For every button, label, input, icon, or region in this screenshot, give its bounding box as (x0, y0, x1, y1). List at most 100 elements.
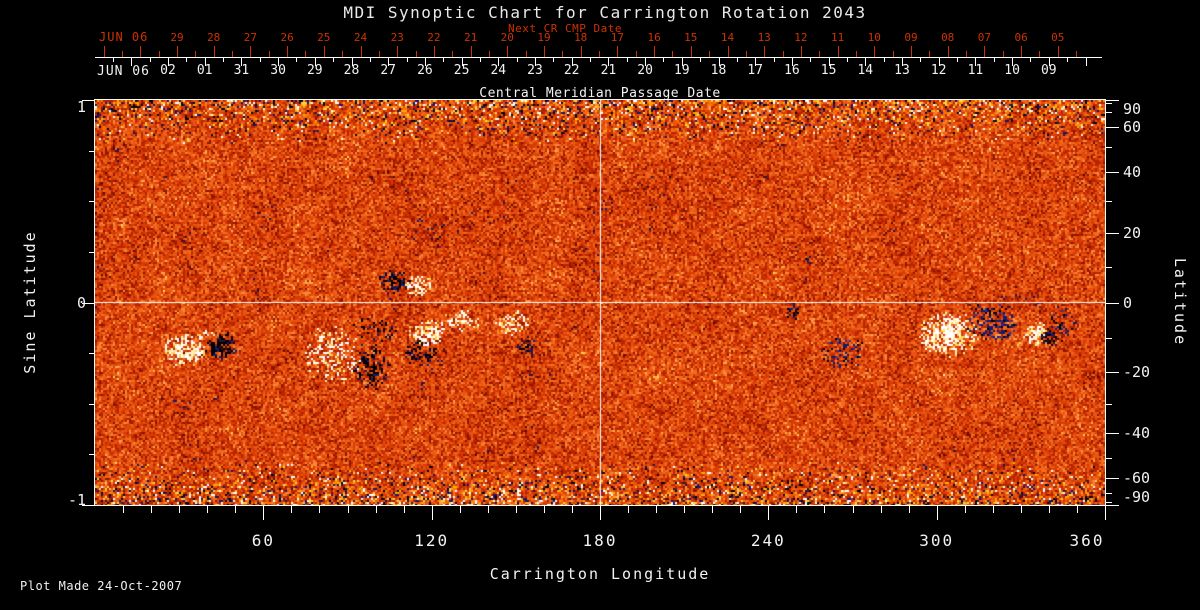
next-cr-minor-tick (452, 51, 454, 57)
next-cr-day-label: 10 (867, 31, 881, 44)
next-cr-minor-tick (1002, 51, 1004, 57)
next-cr-major-tick (837, 46, 839, 57)
cmp-minor-tick (883, 58, 885, 62)
cmp-minor-tick (1067, 58, 1069, 62)
cmp-minor-tick (259, 58, 261, 62)
next-cr-day-label: 23 (390, 31, 404, 44)
synoptic-magnetogram-image (95, 100, 1105, 505)
next-cr-day-label: 28 (207, 31, 221, 44)
latitude-minor-tick (1106, 112, 1112, 114)
next-cr-minor-tick (158, 51, 160, 57)
cmp-month-label: JUN 06 (97, 64, 150, 79)
sine-latitude-major-tick (82, 505, 95, 506)
latitude-minor-tick (1106, 147, 1112, 149)
latitude-minor-tick (1106, 403, 1112, 405)
next-cr-minor-tick (121, 51, 123, 57)
cmp-day-label: 15 (820, 63, 837, 78)
cmp-day-label: 10 (1004, 63, 1020, 78)
sine-latitude-minor-tick (89, 403, 95, 405)
chart-title: MDI Synoptic Chart for Carrington Rotati… (343, 3, 867, 22)
cmp-day-label: 31 (233, 63, 250, 78)
longitude-minor-tick (403, 506, 405, 513)
longitude-minor-tick (824, 506, 826, 513)
longitude-minor-tick (712, 506, 714, 513)
cmp-minor-tick (993, 58, 995, 62)
cmp-day-label: 25 (453, 63, 470, 78)
next-cr-major-tick (177, 46, 178, 57)
next-cr-minor-tick (268, 51, 270, 57)
cmp-major-tick (278, 58, 280, 66)
longitude-major-tick (768, 506, 770, 520)
longitude-minor-tick (880, 506, 882, 513)
cmp-day-label: 20 (637, 63, 653, 78)
next-cr-major-tick (470, 46, 472, 57)
next-cr-major-tick (287, 46, 289, 57)
longitude-minor-tick (123, 506, 125, 513)
cmp-minor-tick (333, 58, 335, 62)
next-cr-major-tick (984, 46, 986, 57)
cmp-minor-tick (223, 58, 225, 62)
cmp-day-label: 16 (784, 63, 800, 78)
next-cr-minor-tick (1039, 51, 1041, 57)
cmp-major-tick (938, 58, 940, 66)
longitude-minor-tick (151, 506, 153, 513)
next-cr-minor-tick (892, 51, 894, 57)
cmp-major-tick (791, 58, 793, 66)
next-cr-major-tick (544, 46, 545, 57)
latitude-tick-label: 20 (1123, 224, 1142, 243)
cmp-minor-tick (626, 58, 628, 62)
longitude-minor-tick (487, 506, 489, 513)
next-cr-major-tick (947, 46, 949, 57)
cmp-major-tick (461, 58, 463, 66)
longitude-minor-tick (375, 506, 377, 513)
cmp-day-label: 14 (857, 63, 874, 78)
longitude-minor-tick (656, 506, 658, 513)
next-cr-major-tick (800, 46, 802, 57)
cmp-day-label: 21 (600, 63, 617, 78)
next-cr-day-label: 15 (684, 31, 698, 44)
latitude-major-tick (1106, 233, 1119, 235)
next-cr-day-label: 14 (720, 31, 735, 44)
cmp-major-tick (131, 58, 133, 66)
longitude-tick-label: 180 (582, 531, 618, 550)
next-cr-minor-tick (1076, 51, 1078, 57)
longitude-major-tick (263, 506, 265, 520)
next-cr-day-label: 07 (977, 31, 992, 44)
longitude-minor-tick (1076, 506, 1078, 513)
cmp-day-label: 28 (343, 63, 360, 78)
cmp-major-tick (645, 58, 647, 66)
next-cr-minor-tick (819, 51, 821, 57)
cmp-minor-tick (443, 58, 445, 62)
cmp-minor-tick (957, 58, 959, 62)
next-cr-day-label: 16 (647, 31, 661, 44)
latitude-major-tick (1106, 371, 1119, 373)
cmp-major-tick (1048, 58, 1050, 66)
cmp-major-tick (681, 58, 683, 66)
next-cr-major-tick (727, 46, 729, 57)
next-cr-minor-tick (232, 51, 234, 57)
cmp-major-tick (975, 58, 977, 66)
longitude-minor-tick (207, 506, 209, 513)
cmp-minor-tick (112, 58, 114, 62)
latitude-minor-tick (1106, 492, 1112, 494)
cmp-day-label: 02 (160, 63, 176, 78)
next-cr-day-label: 13 (757, 31, 771, 44)
cmp-day-label: 19 (673, 63, 690, 78)
next-cr-major-tick (213, 46, 215, 57)
next-cr-major-tick (1021, 46, 1023, 57)
longitude-tick-label: 240 (750, 531, 786, 550)
next-cr-month-label: JUN 06 (99, 30, 149, 44)
cmp-major-tick (204, 58, 206, 66)
next-cr-day-label: 09 (904, 31, 918, 44)
next-cr-minor-tick (855, 51, 857, 57)
cmp-day-label: 17 (747, 63, 764, 78)
next-cr-minor-tick (672, 51, 674, 57)
cmp-day-label: 29 (306, 63, 323, 78)
next-cr-major-tick (1057, 46, 1059, 57)
sine-latitude-tick-label: -1 (67, 491, 86, 509)
next-cr-major-tick (911, 46, 912, 57)
next-cr-minor-tick (195, 51, 197, 57)
cmp-day-label: 23 (527, 63, 543, 78)
longitude-minor-tick (291, 506, 293, 513)
longitude-major-tick (600, 506, 601, 520)
